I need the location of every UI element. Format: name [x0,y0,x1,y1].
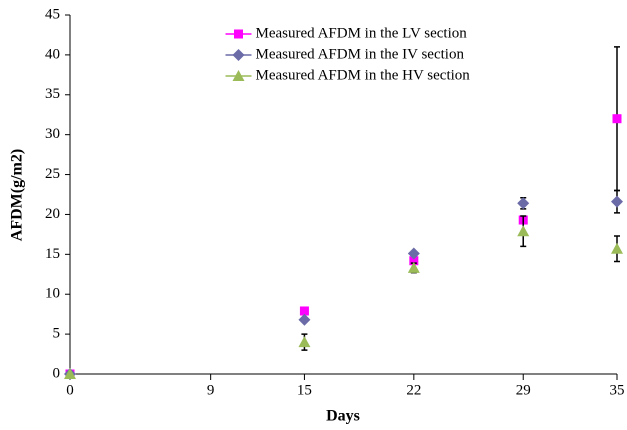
y-tick-label: 40 [45,46,60,62]
marker [611,242,623,254]
marker [611,195,623,208]
y-tick-label: 45 [45,6,60,22]
legend-label: Measured AFDM in the IV section [256,46,465,62]
y-tick-label: 15 [45,246,60,262]
legend-marker [234,29,243,39]
y-tick-label: 20 [45,206,60,222]
x-tick-label: 9 [207,382,215,398]
marker [409,256,419,266]
marker [407,247,420,260]
marker [517,197,530,210]
legend-label: Measured AFDM in the HV section [256,67,471,83]
y-tick-label: 30 [45,126,60,142]
marker [298,336,311,348]
y-axis-title: AFDM(g/m2) [9,149,26,241]
marker [612,114,622,124]
legend-marker [232,49,245,61]
marker [298,313,311,326]
y-tick-label: 0 [53,365,61,381]
y-tick-label: 10 [45,286,60,302]
x-tick-label: 29 [516,382,531,398]
x-tick-label: 22 [406,382,421,398]
marker [517,225,530,237]
x-tick-label: 35 [610,382,625,398]
marker [64,368,76,379]
x-axis-title: Days [326,408,360,425]
legend-label: Measured AFDM in the LV section [256,25,468,41]
x-tick-label: 15 [297,382,312,398]
x-tick-label: 0 [66,382,74,398]
legend-marker [232,70,245,81]
marker [407,261,420,273]
y-tick-label: 35 [45,86,60,102]
marker [299,306,309,316]
y-tick-label: 25 [45,166,60,182]
y-tick-label: 5 [53,326,61,342]
